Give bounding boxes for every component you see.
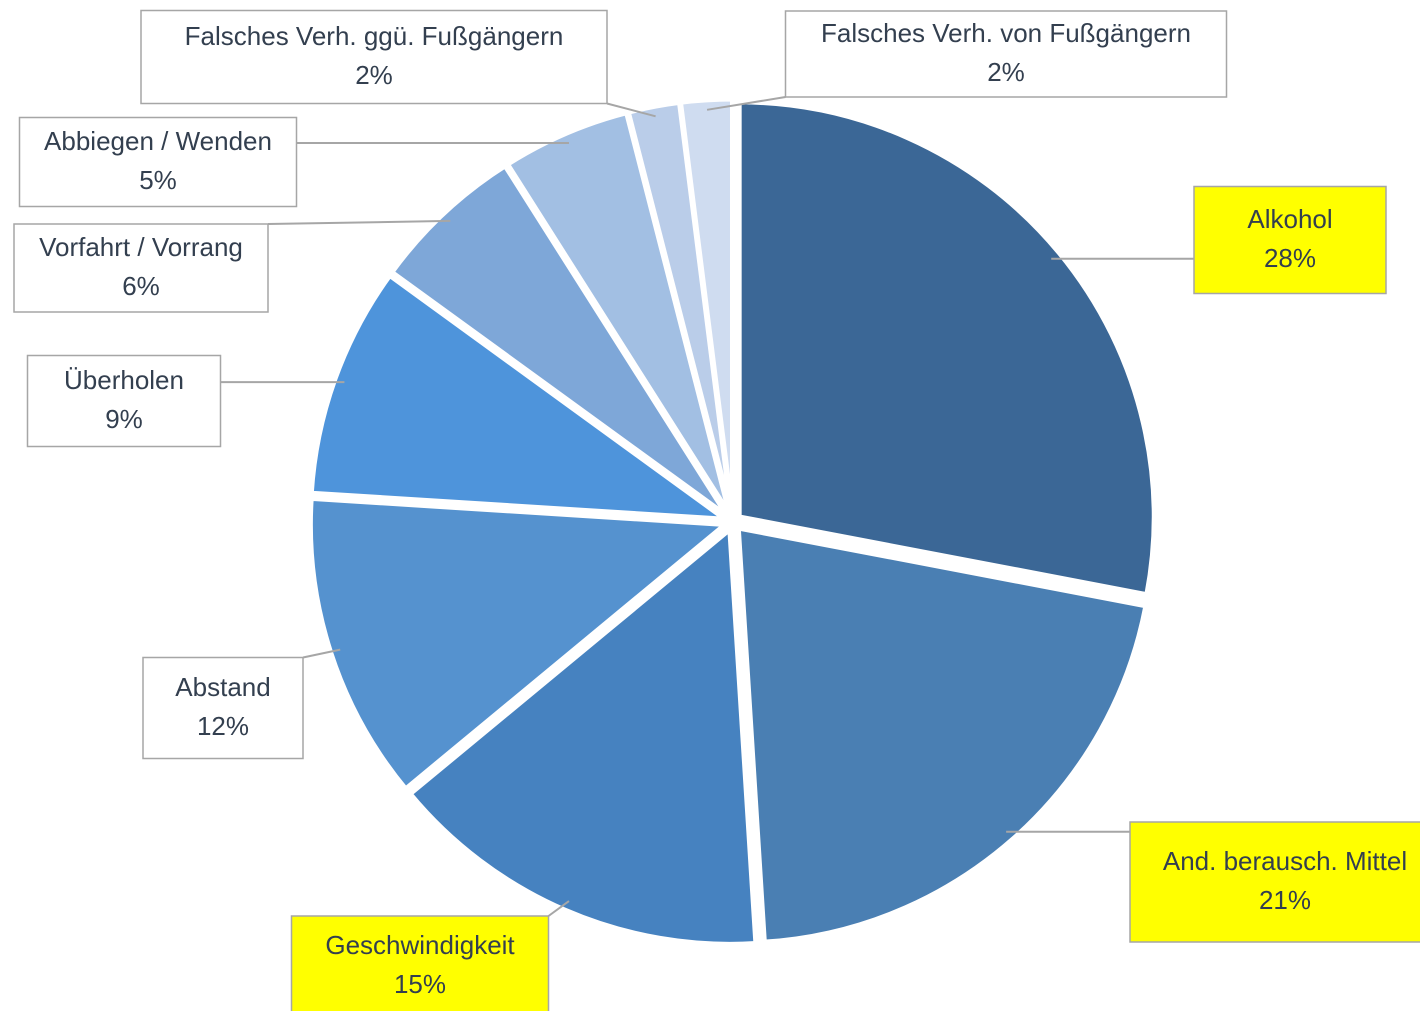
value-label: 6% (122, 271, 160, 301)
value-label: 28% (1264, 243, 1316, 273)
slice-label: Falsches Verh. ggü. Fußgängern (185, 21, 564, 51)
label-box (784, 10, 1228, 98)
slice-label: Abbiegen / Wenden (44, 126, 272, 156)
pie-slice (677, 96, 735, 515)
leader-line (606, 102, 656, 118)
pie-slice (308, 271, 734, 523)
pie-slice (736, 99, 1157, 598)
pie-slice (406, 524, 759, 947)
leader-line (302, 648, 341, 659)
leader-line (547, 900, 570, 917)
value-label: 12% (197, 711, 249, 741)
label-box (1193, 185, 1387, 295)
value-label: 5% (139, 165, 177, 195)
value-label: 2% (355, 60, 393, 90)
leader-line (267, 219, 451, 225)
pie-slice (388, 162, 730, 519)
slice-label: Abstand (175, 672, 270, 702)
slice-label: And. berausch. Mittel (1163, 846, 1407, 876)
slice-label: Geschwindigkeit (325, 930, 515, 960)
slice-label: Vorfahrt / Vorrang (39, 232, 243, 262)
label-box (142, 656, 304, 760)
label-box (13, 223, 269, 313)
slice-label: Falsches Verh. von Fußgängern (821, 18, 1191, 48)
value-label: 15% (394, 969, 446, 999)
pie-slice (307, 495, 732, 793)
leader-line (706, 96, 786, 111)
label-box (290, 915, 550, 1011)
value-label: 2% (987, 57, 1025, 87)
pie-slice (735, 524, 1149, 945)
slice-label: Überholen (64, 365, 184, 395)
slice-label: Alkohol (1247, 204, 1332, 234)
label-box (26, 354, 222, 448)
label-box (140, 9, 608, 105)
value-label: 9% (105, 404, 143, 434)
value-label: 21% (1259, 885, 1311, 915)
label-box (18, 116, 298, 208)
label-box (1129, 821, 1420, 943)
